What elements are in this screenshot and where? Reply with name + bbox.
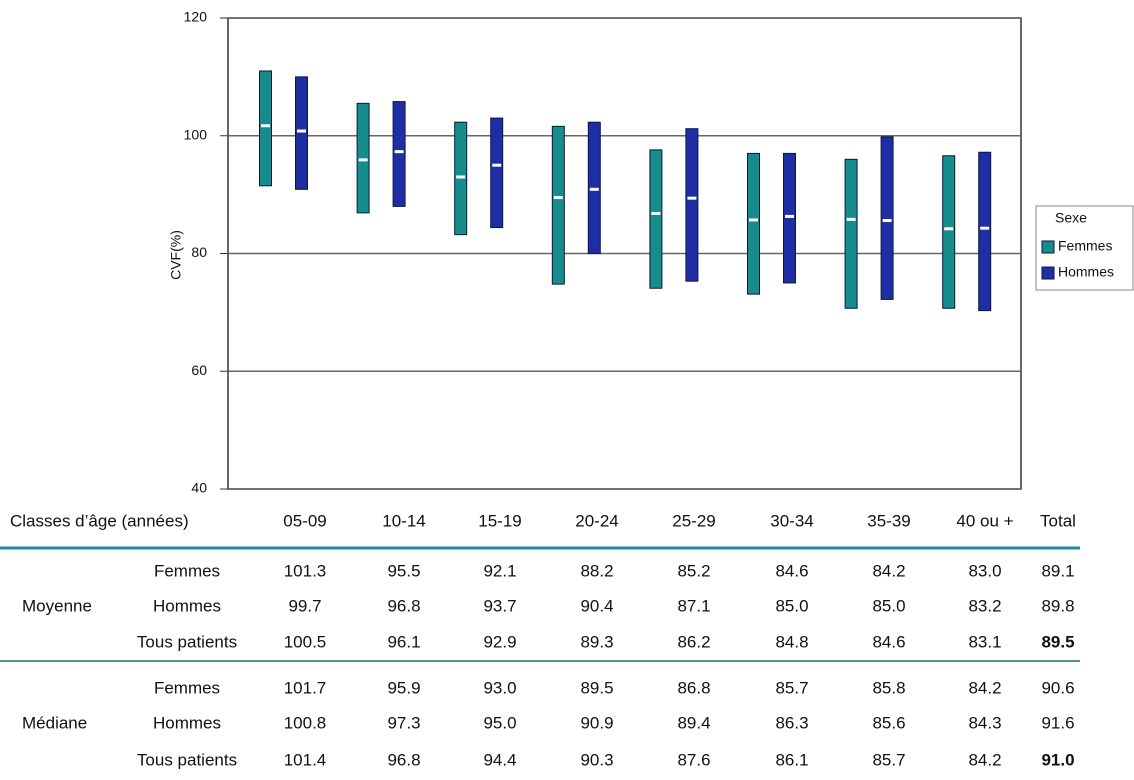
table-cell: 89.1 — [1041, 561, 1074, 580]
table-cell: 84.2 — [968, 678, 1001, 697]
table-cell: 101.4 — [284, 750, 327, 769]
column-header: 10-14 — [382, 511, 425, 530]
column-header: 20-24 — [575, 511, 618, 530]
range-bar — [942, 155, 956, 309]
table-cell: 100.8 — [284, 713, 327, 732]
y-axis-label: CVF(%) — [168, 230, 184, 280]
range-bar — [551, 125, 565, 285]
table-cell: 86.3 — [775, 713, 808, 732]
table-cell: 90.6 — [1041, 678, 1074, 697]
table-cell: 83.2 — [968, 596, 1001, 615]
table-cell: 84.3 — [968, 713, 1001, 732]
table-cell: 93.7 — [483, 596, 516, 615]
table-cell: 84.6 — [775, 561, 808, 580]
range-bar — [783, 152, 796, 284]
range-bar — [685, 128, 699, 282]
legend-label: Femmes — [1058, 238, 1112, 254]
table-cell: 89.5 — [1041, 632, 1074, 651]
y-tick-label: 120 — [184, 9, 208, 25]
table-header-label: Classes d’âge (années) — [10, 511, 189, 530]
table-cell: 88.2 — [580, 561, 613, 580]
table-cell: 85.7 — [872, 750, 905, 769]
column-header: 40 ou + — [956, 511, 1013, 530]
table-cell: 96.8 — [387, 750, 420, 769]
row-label: Tous patients — [137, 632, 237, 651]
table-cell: 85.0 — [775, 596, 808, 615]
row-label: Hommes — [153, 596, 221, 615]
column-header: 30-34 — [770, 511, 813, 530]
row-label: Tous patients — [137, 750, 237, 769]
table-cell: 91.0 — [1041, 750, 1074, 769]
table-cell: 96.8 — [387, 596, 420, 615]
table-cell: 84.6 — [872, 632, 905, 651]
range-bar — [490, 117, 504, 229]
table-cell: 85.2 — [677, 561, 710, 580]
y-tick-label: 80 — [191, 244, 207, 260]
table-cell: 90.3 — [580, 750, 613, 769]
column-header: 15-19 — [478, 511, 521, 530]
y-tick-label: 100 — [184, 126, 208, 142]
table-cell: 101.7 — [284, 678, 327, 697]
legend-swatch — [1041, 266, 1055, 280]
table-cell: 100.5 — [284, 632, 327, 651]
range-bar — [747, 152, 760, 295]
legend-title: Sexe — [1055, 210, 1087, 226]
table-cell: 85.6 — [872, 713, 905, 732]
table-cell: 89.8 — [1041, 596, 1074, 615]
legend-label: Hommes — [1058, 264, 1114, 280]
table-cell: 84.2 — [872, 561, 905, 580]
table-cell: 93.0 — [483, 678, 516, 697]
table-cell: 92.1 — [483, 561, 516, 580]
range-bar — [259, 70, 272, 187]
group-label: Moyenne — [22, 596, 92, 615]
range-bar — [649, 149, 663, 289]
table-cell: 86.8 — [677, 678, 710, 697]
table-cell: 101.3 — [284, 561, 327, 580]
table-cell: 84.8 — [775, 632, 808, 651]
table-cell: 92.9 — [483, 632, 516, 651]
column-header: 05-09 — [283, 511, 326, 530]
table-cell: 89.5 — [580, 678, 613, 697]
table-cell: 89.4 — [677, 713, 710, 732]
y-tick-label: 40 — [191, 480, 207, 496]
table-cell: 83.1 — [968, 632, 1001, 651]
row-label: Femmes — [154, 561, 220, 580]
table-cell: 96.1 — [387, 632, 420, 651]
row-label: Hommes — [153, 713, 221, 732]
table-cell: 95.5 — [387, 561, 420, 580]
table-cell: 85.0 — [872, 596, 905, 615]
table-cell: 97.3 — [387, 713, 420, 732]
column-header: 35-39 — [867, 511, 910, 530]
legend-swatch — [1041, 240, 1055, 254]
row-label: Femmes — [154, 678, 220, 697]
table-cell: 84.2 — [968, 750, 1001, 769]
table-cell: 86.2 — [677, 632, 710, 651]
table-cell: 99.7 — [288, 596, 321, 615]
range-bar — [392, 101, 406, 207]
y-tick-label: 60 — [191, 362, 207, 378]
table-cell: 95.9 — [387, 678, 420, 697]
table-cell: 86.1 — [775, 750, 808, 769]
range-bar — [295, 76, 308, 190]
range-bar — [880, 136, 894, 300]
range-bar — [844, 158, 858, 309]
table-cell: 89.3 — [580, 632, 613, 651]
table-cell: 94.4 — [483, 750, 516, 769]
column-header: Total — [1040, 511, 1076, 530]
table-cell: 85.7 — [775, 678, 808, 697]
range-bar — [978, 151, 992, 312]
table-cell: 85.8 — [872, 678, 905, 697]
column-header: 25-29 — [672, 511, 715, 530]
table-cell: 87.1 — [677, 596, 710, 615]
table-cell: 91.6 — [1041, 713, 1074, 732]
range-bar — [356, 102, 370, 214]
table-cell: 87.6 — [677, 750, 710, 769]
table-cell: 90.4 — [580, 596, 613, 615]
table-cell: 95.0 — [483, 713, 516, 732]
table-cell: 83.0 — [968, 561, 1001, 580]
group-label: Médiane — [22, 713, 87, 732]
table-cell: 90.9 — [580, 713, 613, 732]
